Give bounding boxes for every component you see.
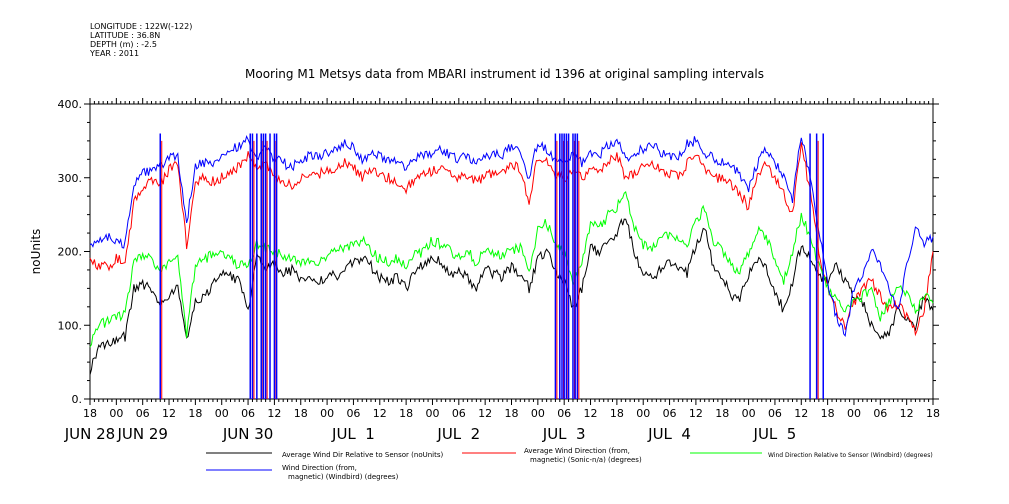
x-tick-label: 18 [610, 407, 624, 420]
x-tick-label: 18 [294, 407, 308, 420]
x-day-label: JUN 28 [64, 425, 115, 443]
x-day-label: JUL 1 [331, 425, 375, 443]
y-tick-label: 100. [58, 319, 83, 332]
x-tick-label: 06 [346, 407, 360, 420]
x-tick-label: 06 [452, 407, 466, 420]
x-day-label: JUL 4 [647, 425, 691, 443]
latitude-label: LATITUDE : 36.8N [90, 31, 161, 40]
x-tick-label: 12 [478, 407, 492, 420]
x-day-label: JUL 3 [542, 425, 586, 443]
x-day-label: JUN 29 [116, 425, 167, 443]
x-tick-label: 12 [900, 407, 914, 420]
x-day-label: JUN 30 [222, 425, 273, 443]
x-tick-label: 12 [267, 407, 281, 420]
legend-label: magnetic) (Windbird) (degrees) [288, 473, 399, 481]
x-tick-label: 00 [742, 407, 756, 420]
x-tick-label: 12 [794, 407, 808, 420]
x-tick-label: 06 [557, 407, 571, 420]
series-line [89, 218, 934, 375]
y-axis-label: noUnits [29, 229, 43, 275]
x-tick-label: 18 [399, 407, 413, 420]
y-tick-label: 400. [58, 98, 83, 111]
x-tick-label: 12 [373, 407, 387, 420]
y-tick-label: 300. [58, 172, 83, 185]
legend-label: Wind Direction Relative to Sensor (Windb… [768, 452, 933, 459]
x-tick-label: 06 [873, 407, 887, 420]
x-day-label: JUL 2 [436, 425, 480, 443]
x-tick-label: 18 [715, 407, 729, 420]
series-line [89, 190, 934, 348]
x-tick-label: 18 [188, 407, 202, 420]
depth-label: DEPTH (m) : -2.5 [90, 40, 157, 49]
x-tick-label: 18 [83, 407, 97, 420]
plot-frame [89, 103, 934, 400]
series-line [89, 142, 934, 337]
x-tick-label: 18 [821, 407, 835, 420]
x-tick-label: 00 [636, 407, 650, 420]
x-tick-label: 18 [505, 407, 519, 420]
legend-label: Wind Direction (from, [282, 464, 357, 472]
x-tick-label: 18 [926, 407, 940, 420]
series-line [89, 134, 934, 338]
x-tick-label: 06 [241, 407, 255, 420]
chart-title: Mooring M1 Metsys data from MBARI instru… [245, 67, 764, 81]
x-tick-label: 00 [320, 407, 334, 420]
x-tick-label: 00 [531, 407, 545, 420]
y-tick-label: 200. [58, 246, 83, 259]
x-tick-label: 06 [663, 407, 677, 420]
x-tick-label: 06 [768, 407, 782, 420]
x-tick-label: 00 [109, 407, 123, 420]
x-day-label: JUL 5 [753, 425, 797, 443]
y-tick-label: 0. [72, 393, 83, 406]
legend-label: Average Wind Dir Relative to Sensor (noU… [282, 451, 443, 459]
x-tick-label: 12 [162, 407, 176, 420]
longitude-label: LONGITUDE : 122W(-122) [90, 22, 193, 31]
legend-label: Average Wind Direction (from, [524, 447, 630, 455]
legend-label: magnetic) (Sonic-n/a) (degrees) [530, 456, 642, 464]
x-tick-label: 12 [584, 407, 598, 420]
year-label: YEAR : 2011 [90, 49, 140, 58]
x-tick-label: 00 [847, 407, 861, 420]
x-tick-label: 12 [689, 407, 703, 420]
x-tick-label: 00 [425, 407, 439, 420]
x-tick-label: 06 [136, 407, 150, 420]
x-tick-label: 00 [215, 407, 229, 420]
